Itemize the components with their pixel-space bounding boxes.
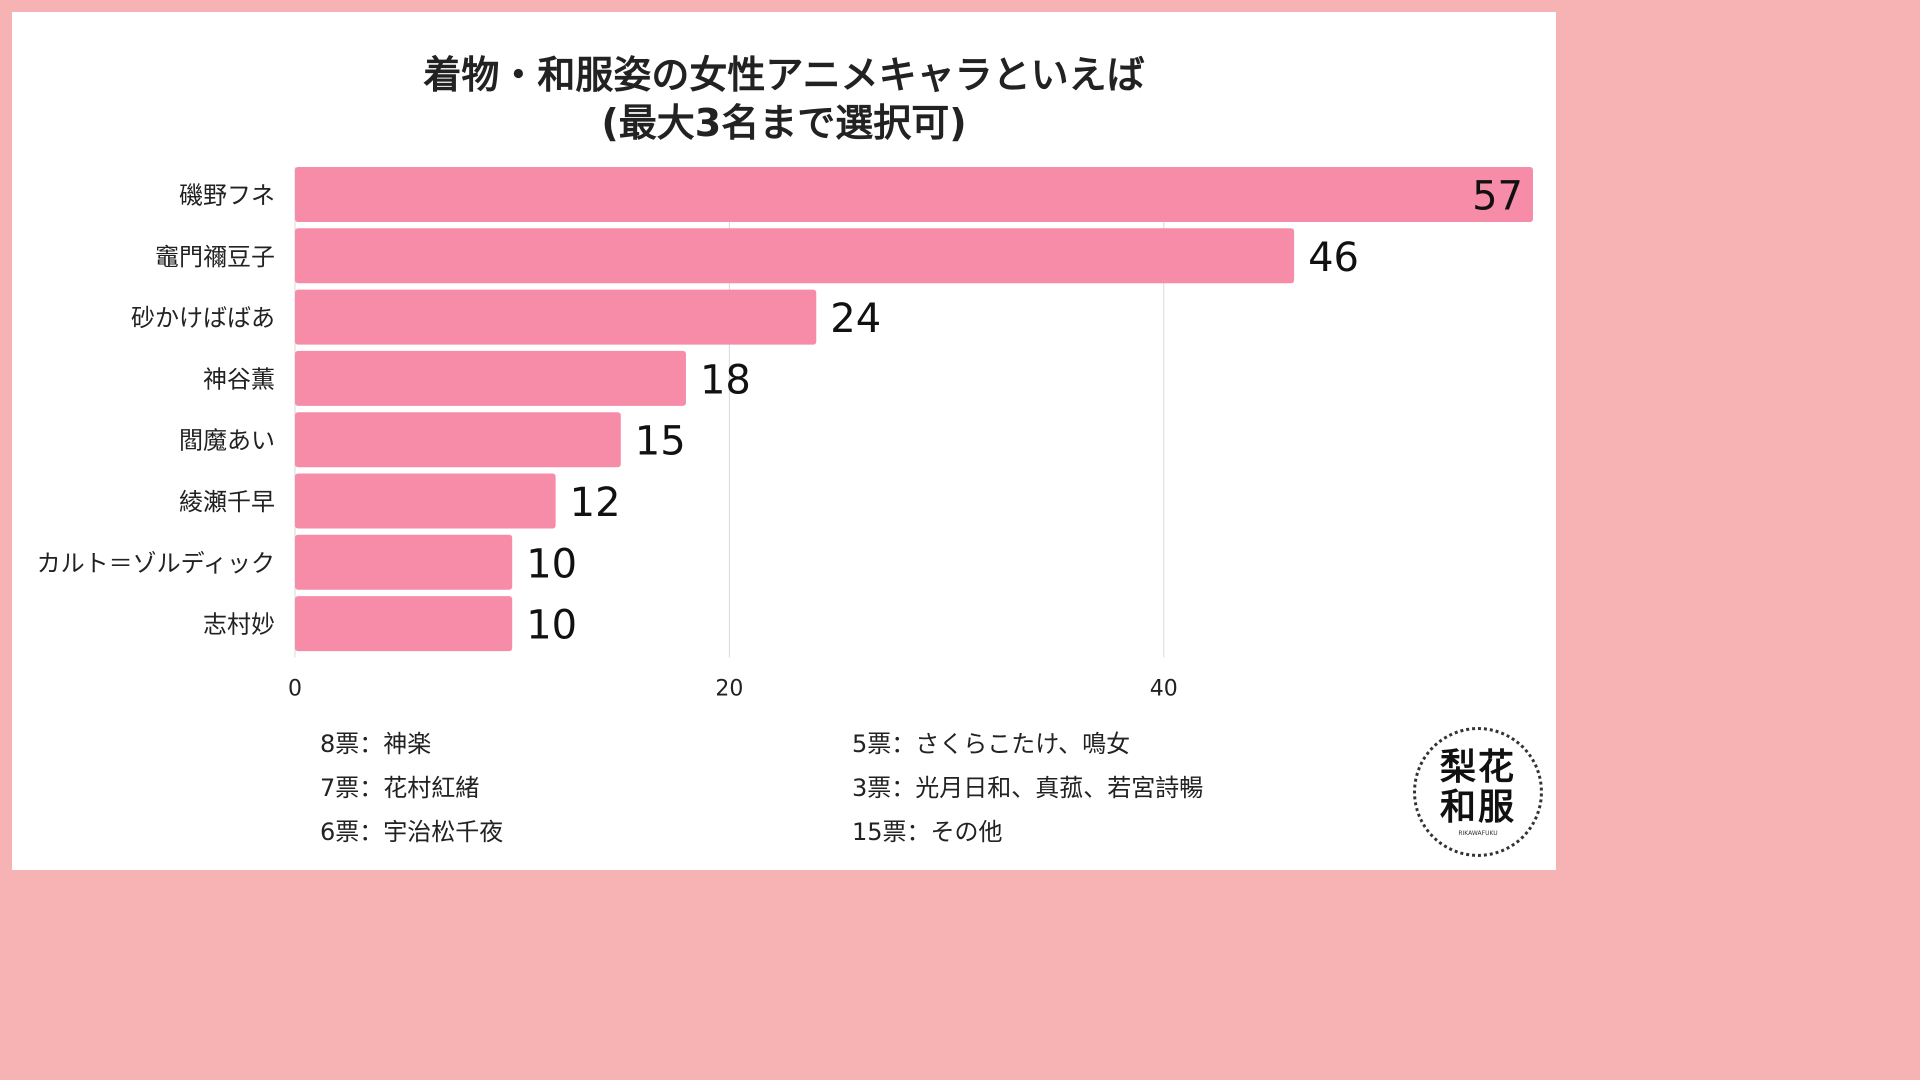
logo-line2: 和服 — [1439, 786, 1516, 828]
logo-sub: RIKAWAFUKU — [1458, 829, 1498, 837]
bar — [295, 350, 686, 406]
x-tick-label: 40 — [1150, 676, 1178, 701]
data-label: 57 — [1472, 174, 1523, 220]
data-label: 18 — [700, 357, 751, 403]
category-label: カルト＝ゾルディック — [37, 549, 275, 577]
x-tick-label: 20 — [715, 676, 743, 701]
bar — [295, 167, 1533, 222]
bar — [295, 534, 513, 590]
brand-logo: 梨花 和服 RIKAWAFUKU — [1413, 727, 1543, 857]
chart-subtitle: (最大3名まで選択可) — [601, 101, 967, 145]
data-label: 46 — [1308, 235, 1359, 281]
data-label: 12 — [570, 480, 621, 526]
bar-chart: 0 20 40 磯野フネ 57 竈門禰豆子 46 砂かけばばあ 24 神谷薫 18 閻魔あい 15 綾瀬千… — [37, 167, 1533, 701]
category-label: 閻魔あい — [179, 427, 275, 455]
data-label: 10 — [526, 603, 577, 649]
bar — [295, 473, 556, 529]
category-label: 磯野フネ — [179, 182, 275, 210]
bar — [295, 228, 1295, 284]
note-right-2: 3票：光月日和、真菰、若宮詩暢 — [852, 774, 1204, 802]
bar — [295, 412, 621, 468]
note-left-3: 6票：宇治松千夜 — [320, 818, 504, 846]
logo-line1: 梨花 — [1439, 746, 1516, 788]
category-label: 神谷薫 — [203, 365, 275, 393]
chart-card — [12, 12, 1556, 870]
chart-title: 着物・和服姿の女性アニメキャラといえば — [423, 53, 1145, 97]
category-label: 竈門禰豆子 — [155, 243, 275, 271]
bar — [295, 596, 513, 652]
note-right-1: 5票：さくらこたけ、鳴女 — [852, 730, 1131, 758]
data-label: 15 — [635, 419, 686, 465]
bar — [295, 289, 817, 345]
note-left-2: 7票：花村紅緒 — [320, 774, 480, 802]
data-label: 24 — [830, 296, 881, 342]
data-label: 10 — [526, 541, 577, 587]
category-label: 志村妙 — [203, 611, 275, 639]
category-label: 砂かけばばあ — [131, 304, 275, 332]
category-label: 綾瀬千早 — [179, 488, 275, 516]
x-tick-label: 0 — [288, 676, 302, 701]
note-left-1: 8票：神楽 — [320, 730, 432, 758]
note-right-3: 15票：その他 — [852, 818, 1003, 846]
